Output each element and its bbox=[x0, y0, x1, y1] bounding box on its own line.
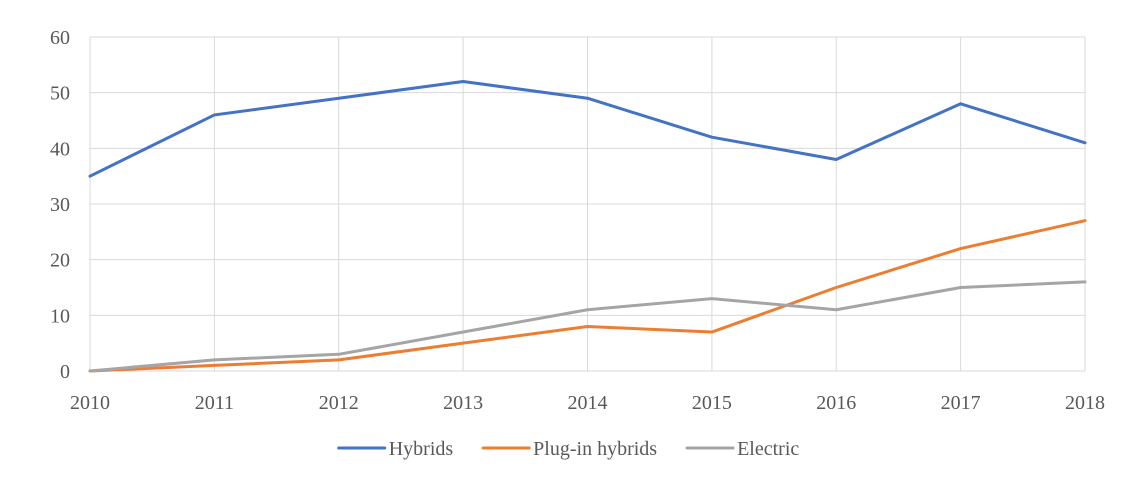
series-line-hybrids bbox=[88, 80, 1087, 178]
legend-item: Plug-in hybrids bbox=[481, 438, 657, 460]
x-tick-label: 2014 bbox=[568, 392, 608, 414]
x-tick-label: 2016 bbox=[816, 392, 856, 414]
x-tick-label: 2011 bbox=[195, 392, 234, 414]
y-tick-label: 0 bbox=[60, 361, 70, 383]
series-lines bbox=[88, 80, 1087, 373]
y-tick-label: 30 bbox=[50, 194, 70, 216]
legend-label: Plug-in hybrids bbox=[533, 438, 657, 460]
x-tick-label: 2010 bbox=[70, 392, 110, 414]
x-tick-label: 2017 bbox=[941, 392, 981, 414]
series-line-electric bbox=[88, 280, 1087, 373]
y-tick-label: 20 bbox=[50, 250, 70, 272]
x-tick-label: 2015 bbox=[692, 392, 732, 414]
legend: Hybrids Plug-in hybrids Electric bbox=[337, 438, 799, 460]
legend-item: Electric bbox=[685, 438, 799, 460]
legend-label: Hybrids bbox=[389, 438, 454, 460]
x-axis-tick-labels: 2010 2011 2012 2013 2014 2015 2016 2017 2018 bbox=[70, 392, 1105, 414]
x-tick-label: 2012 bbox=[319, 392, 359, 414]
y-tick-label: 40 bbox=[50, 138, 70, 160]
y-axis-tick-labels: 0 10 20 30 40 50 60 bbox=[50, 27, 70, 383]
legend-label: Electric bbox=[737, 438, 799, 460]
x-tick-label: 2018 bbox=[1065, 392, 1105, 414]
x-tick-label: 2013 bbox=[443, 392, 483, 414]
legend-item: Hybrids bbox=[337, 438, 454, 460]
gridlines bbox=[89, 36, 1086, 372]
y-tick-label: 50 bbox=[50, 83, 70, 105]
series-line-plug-in-hybrids bbox=[88, 219, 1087, 373]
y-tick-label: 60 bbox=[50, 27, 70, 49]
y-tick-label: 10 bbox=[50, 305, 70, 327]
